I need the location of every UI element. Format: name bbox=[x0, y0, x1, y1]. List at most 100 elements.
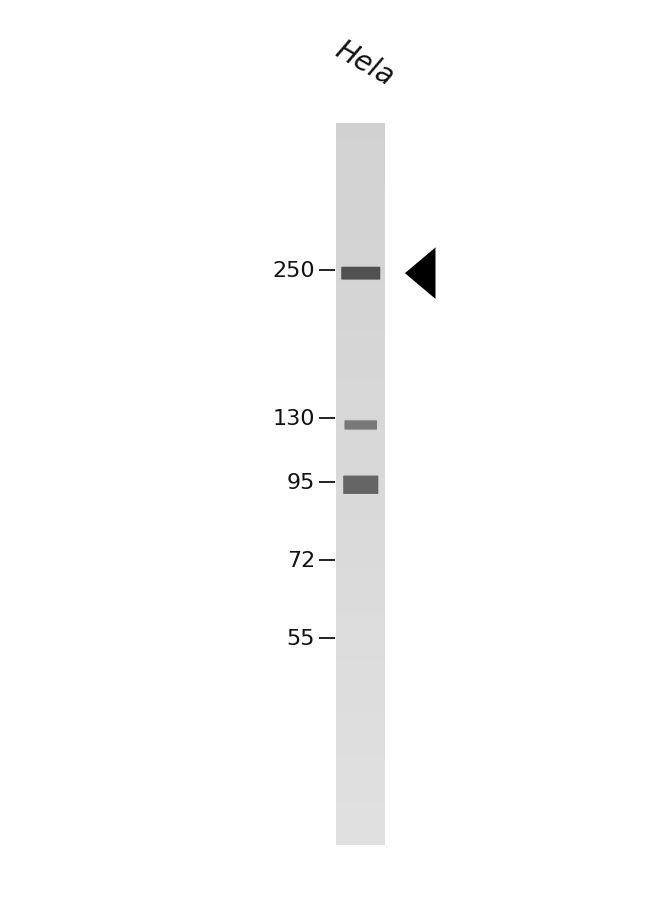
Bar bbox=[337, 417, 385, 420]
Bar bbox=[337, 314, 385, 316]
Bar bbox=[337, 698, 385, 701]
Bar bbox=[337, 230, 385, 233]
Bar bbox=[337, 704, 385, 706]
Bar bbox=[337, 256, 385, 259]
Bar bbox=[337, 509, 385, 511]
Bar bbox=[337, 612, 385, 615]
Bar bbox=[337, 155, 385, 158]
Bar bbox=[337, 276, 385, 278]
Bar bbox=[337, 805, 385, 807]
Bar bbox=[337, 206, 385, 209]
Bar bbox=[337, 179, 385, 182]
Bar bbox=[337, 689, 385, 692]
Bar bbox=[337, 307, 385, 309]
Bar bbox=[337, 665, 385, 667]
Bar bbox=[337, 768, 385, 771]
Bar bbox=[337, 756, 385, 759]
Bar bbox=[337, 362, 385, 365]
Bar bbox=[337, 347, 385, 350]
Bar bbox=[337, 802, 385, 805]
Bar bbox=[337, 492, 385, 494]
Bar bbox=[337, 528, 385, 530]
Bar bbox=[337, 686, 385, 689]
Bar bbox=[337, 215, 385, 218]
Bar bbox=[337, 482, 385, 485]
Bar bbox=[337, 629, 385, 631]
Bar bbox=[337, 466, 385, 468]
Bar bbox=[337, 259, 385, 261]
Bar bbox=[337, 573, 385, 576]
Bar bbox=[337, 499, 385, 502]
Bar bbox=[337, 617, 385, 619]
Bar bbox=[337, 403, 385, 405]
Bar bbox=[337, 228, 385, 230]
Bar bbox=[337, 280, 385, 283]
Bar bbox=[337, 716, 385, 718]
Text: 95: 95 bbox=[287, 472, 315, 493]
Bar bbox=[337, 129, 385, 131]
Bar bbox=[337, 408, 385, 410]
Bar bbox=[337, 831, 385, 834]
Bar bbox=[337, 800, 385, 802]
Bar bbox=[337, 441, 385, 444]
Text: 130: 130 bbox=[273, 408, 315, 428]
Bar bbox=[337, 560, 385, 562]
Bar bbox=[337, 713, 385, 716]
Bar bbox=[337, 651, 385, 653]
Bar bbox=[337, 819, 385, 822]
Bar bbox=[337, 752, 385, 754]
Bar bbox=[337, 435, 385, 437]
Bar bbox=[337, 278, 385, 280]
Bar bbox=[337, 596, 385, 597]
FancyBboxPatch shape bbox=[344, 421, 377, 430]
Bar bbox=[337, 538, 385, 540]
Bar bbox=[337, 764, 385, 766]
Bar bbox=[337, 283, 385, 285]
Bar bbox=[337, 646, 385, 648]
Bar bbox=[337, 221, 385, 222]
Bar bbox=[337, 448, 385, 451]
Bar bbox=[337, 233, 385, 234]
Bar bbox=[337, 398, 385, 401]
Bar bbox=[337, 761, 385, 764]
Bar bbox=[337, 605, 385, 607]
Bar bbox=[337, 579, 385, 581]
Bar bbox=[337, 429, 385, 432]
Bar bbox=[337, 191, 385, 194]
Bar bbox=[337, 437, 385, 439]
Bar bbox=[337, 701, 385, 704]
Bar bbox=[337, 459, 385, 460]
Bar bbox=[337, 783, 385, 786]
Bar bbox=[337, 740, 385, 742]
Bar bbox=[337, 814, 385, 817]
Bar bbox=[337, 218, 385, 221]
Bar bbox=[337, 331, 385, 334]
Bar bbox=[337, 182, 385, 184]
Bar bbox=[337, 187, 385, 189]
Bar bbox=[337, 730, 385, 732]
Bar bbox=[337, 811, 385, 814]
Bar bbox=[337, 826, 385, 829]
Bar bbox=[337, 343, 385, 346]
Bar bbox=[337, 475, 385, 478]
Bar bbox=[337, 295, 385, 297]
Bar bbox=[337, 319, 385, 322]
Bar bbox=[337, 725, 385, 728]
Bar bbox=[337, 658, 385, 661]
Bar bbox=[337, 379, 385, 381]
Bar bbox=[337, 439, 385, 441]
Bar bbox=[337, 167, 385, 170]
Bar bbox=[337, 728, 385, 730]
Bar bbox=[337, 692, 385, 694]
Bar bbox=[337, 535, 385, 538]
Bar bbox=[337, 124, 385, 127]
Bar bbox=[337, 372, 385, 374]
Bar bbox=[337, 240, 385, 242]
Bar bbox=[337, 526, 385, 528]
Bar bbox=[337, 759, 385, 761]
Bar bbox=[337, 391, 385, 393]
Bar bbox=[337, 540, 385, 542]
Bar bbox=[337, 569, 385, 572]
Bar bbox=[337, 600, 385, 603]
Bar bbox=[337, 655, 385, 658]
